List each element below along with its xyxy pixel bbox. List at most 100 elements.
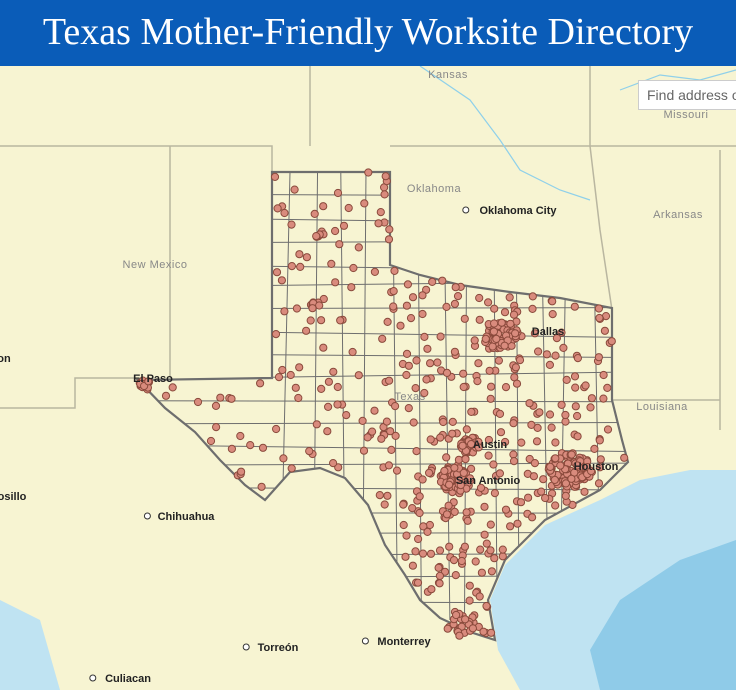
worksite-marker[interactable]: [347, 283, 356, 292]
worksite-marker[interactable]: [501, 437, 510, 447]
worksite-marker[interactable]: [459, 382, 468, 392]
worksite-marker[interactable]: [482, 539, 491, 548]
worksite-marker[interactable]: [412, 447, 421, 456]
worksite-marker[interactable]: [451, 283, 460, 292]
worksite-marker[interactable]: [426, 435, 435, 444]
worksite-marker[interactable]: [590, 444, 599, 453]
worksite-marker[interactable]: [358, 416, 367, 425]
worksite-marker[interactable]: [296, 262, 305, 271]
worksite-marker[interactable]: [476, 545, 485, 554]
worksite-marker[interactable]: [571, 402, 580, 411]
worksite-marker[interactable]: [501, 505, 511, 514]
worksite-marker[interactable]: [344, 203, 353, 213]
worksite-marker[interactable]: [460, 542, 469, 551]
worksite-marker[interactable]: [487, 567, 496, 576]
worksite-marker[interactable]: [212, 423, 221, 432]
worksite-marker[interactable]: [382, 417, 391, 426]
worksite-marker[interactable]: [402, 301, 411, 310]
worksite-marker[interactable]: [509, 450, 518, 459]
worksite-marker[interactable]: [389, 302, 398, 311]
worksite-marker[interactable]: [467, 407, 476, 416]
worksite-marker[interactable]: [291, 383, 300, 392]
worksite-marker[interactable]: [440, 466, 449, 475]
worksite-marker[interactable]: [463, 516, 472, 525]
worksite-marker[interactable]: [580, 487, 589, 496]
worksite-marker[interactable]: [496, 428, 506, 437]
worksite-marker[interactable]: [586, 403, 595, 412]
worksite-marker[interactable]: [581, 381, 590, 390]
worksite-marker[interactable]: [599, 370, 608, 380]
worksite-marker[interactable]: [381, 172, 390, 181]
worksite-marker[interactable]: [402, 370, 411, 380]
worksite-marker[interactable]: [450, 299, 459, 308]
worksite-marker[interactable]: [530, 459, 540, 468]
worksite-marker[interactable]: [552, 334, 562, 343]
worksite-marker[interactable]: [528, 513, 537, 522]
worksite-marker[interactable]: [599, 394, 608, 403]
worksite-marker[interactable]: [474, 359, 483, 368]
worksite-marker[interactable]: [512, 379, 522, 388]
worksite-marker[interactable]: [271, 330, 281, 339]
worksite-marker[interactable]: [505, 293, 514, 302]
worksite-marker[interactable]: [603, 425, 613, 434]
worksite-marker[interactable]: [594, 353, 604, 362]
worksite-marker[interactable]: [280, 208, 289, 218]
worksite-marker[interactable]: [528, 292, 537, 301]
worksite-marker[interactable]: [445, 480, 454, 489]
worksite-marker[interactable]: [368, 427, 377, 436]
worksite-marker[interactable]: [329, 459, 338, 468]
worksite-marker[interactable]: [375, 491, 384, 500]
worksite-marker[interactable]: [450, 507, 459, 516]
worksite-marker[interactable]: [409, 418, 418, 427]
worksite-marker[interactable]: [486, 394, 495, 403]
worksite-marker[interactable]: [480, 502, 489, 511]
worksite-marker[interactable]: [556, 461, 565, 470]
worksite-marker[interactable]: [295, 363, 304, 372]
worksite-marker[interactable]: [548, 310, 557, 319]
worksite-marker[interactable]: [489, 327, 498, 336]
worksite-marker[interactable]: [454, 455, 463, 464]
worksite-marker[interactable]: [471, 557, 480, 566]
worksite-marker[interactable]: [258, 443, 268, 452]
worksite-marker[interactable]: [411, 384, 420, 393]
worksite-marker[interactable]: [389, 287, 398, 296]
worksite-marker[interactable]: [595, 313, 604, 323]
worksite-marker[interactable]: [445, 542, 454, 551]
worksite-marker[interactable]: [513, 519, 522, 528]
worksite-marker[interactable]: [295, 250, 304, 259]
worksite-marker[interactable]: [453, 292, 463, 301]
worksite-marker[interactable]: [279, 454, 288, 463]
worksite-marker[interactable]: [380, 190, 389, 199]
worksite-marker[interactable]: [451, 571, 460, 580]
worksite-marker[interactable]: [546, 462, 555, 471]
worksite-marker[interactable]: [386, 427, 395, 436]
worksite-marker[interactable]: [383, 317, 392, 326]
worksite-marker[interactable]: [438, 276, 447, 285]
worksite-marker[interactable]: [278, 365, 287, 375]
worksite-marker[interactable]: [442, 453, 451, 462]
worksite-marker[interactable]: [333, 382, 342, 392]
worksite-marker[interactable]: [449, 556, 459, 565]
worksite-marker[interactable]: [287, 464, 296, 473]
worksite-marker[interactable]: [495, 469, 504, 478]
worksite-marker[interactable]: [484, 298, 493, 307]
worksite-marker[interactable]: [594, 479, 604, 488]
worksite-marker[interactable]: [456, 481, 465, 490]
worksite-marker[interactable]: [418, 475, 427, 484]
worksite-marker[interactable]: [465, 581, 474, 590]
worksite-marker[interactable]: [144, 377, 153, 386]
worksite-marker[interactable]: [545, 410, 555, 419]
worksite-marker[interactable]: [490, 554, 499, 563]
worksite-marker[interactable]: [481, 334, 490, 343]
worksite-marker[interactable]: [573, 354, 583, 363]
worksite-marker[interactable]: [422, 375, 431, 384]
worksite-marker[interactable]: [448, 417, 457, 426]
worksite-marker[interactable]: [459, 369, 468, 378]
worksite-marker[interactable]: [603, 383, 612, 392]
worksite-marker[interactable]: [206, 436, 216, 446]
worksite-marker[interactable]: [329, 367, 338, 376]
worksite-marker[interactable]: [487, 628, 496, 637]
worksite-marker[interactable]: [360, 199, 369, 208]
worksite-marker[interactable]: [551, 454, 560, 463]
